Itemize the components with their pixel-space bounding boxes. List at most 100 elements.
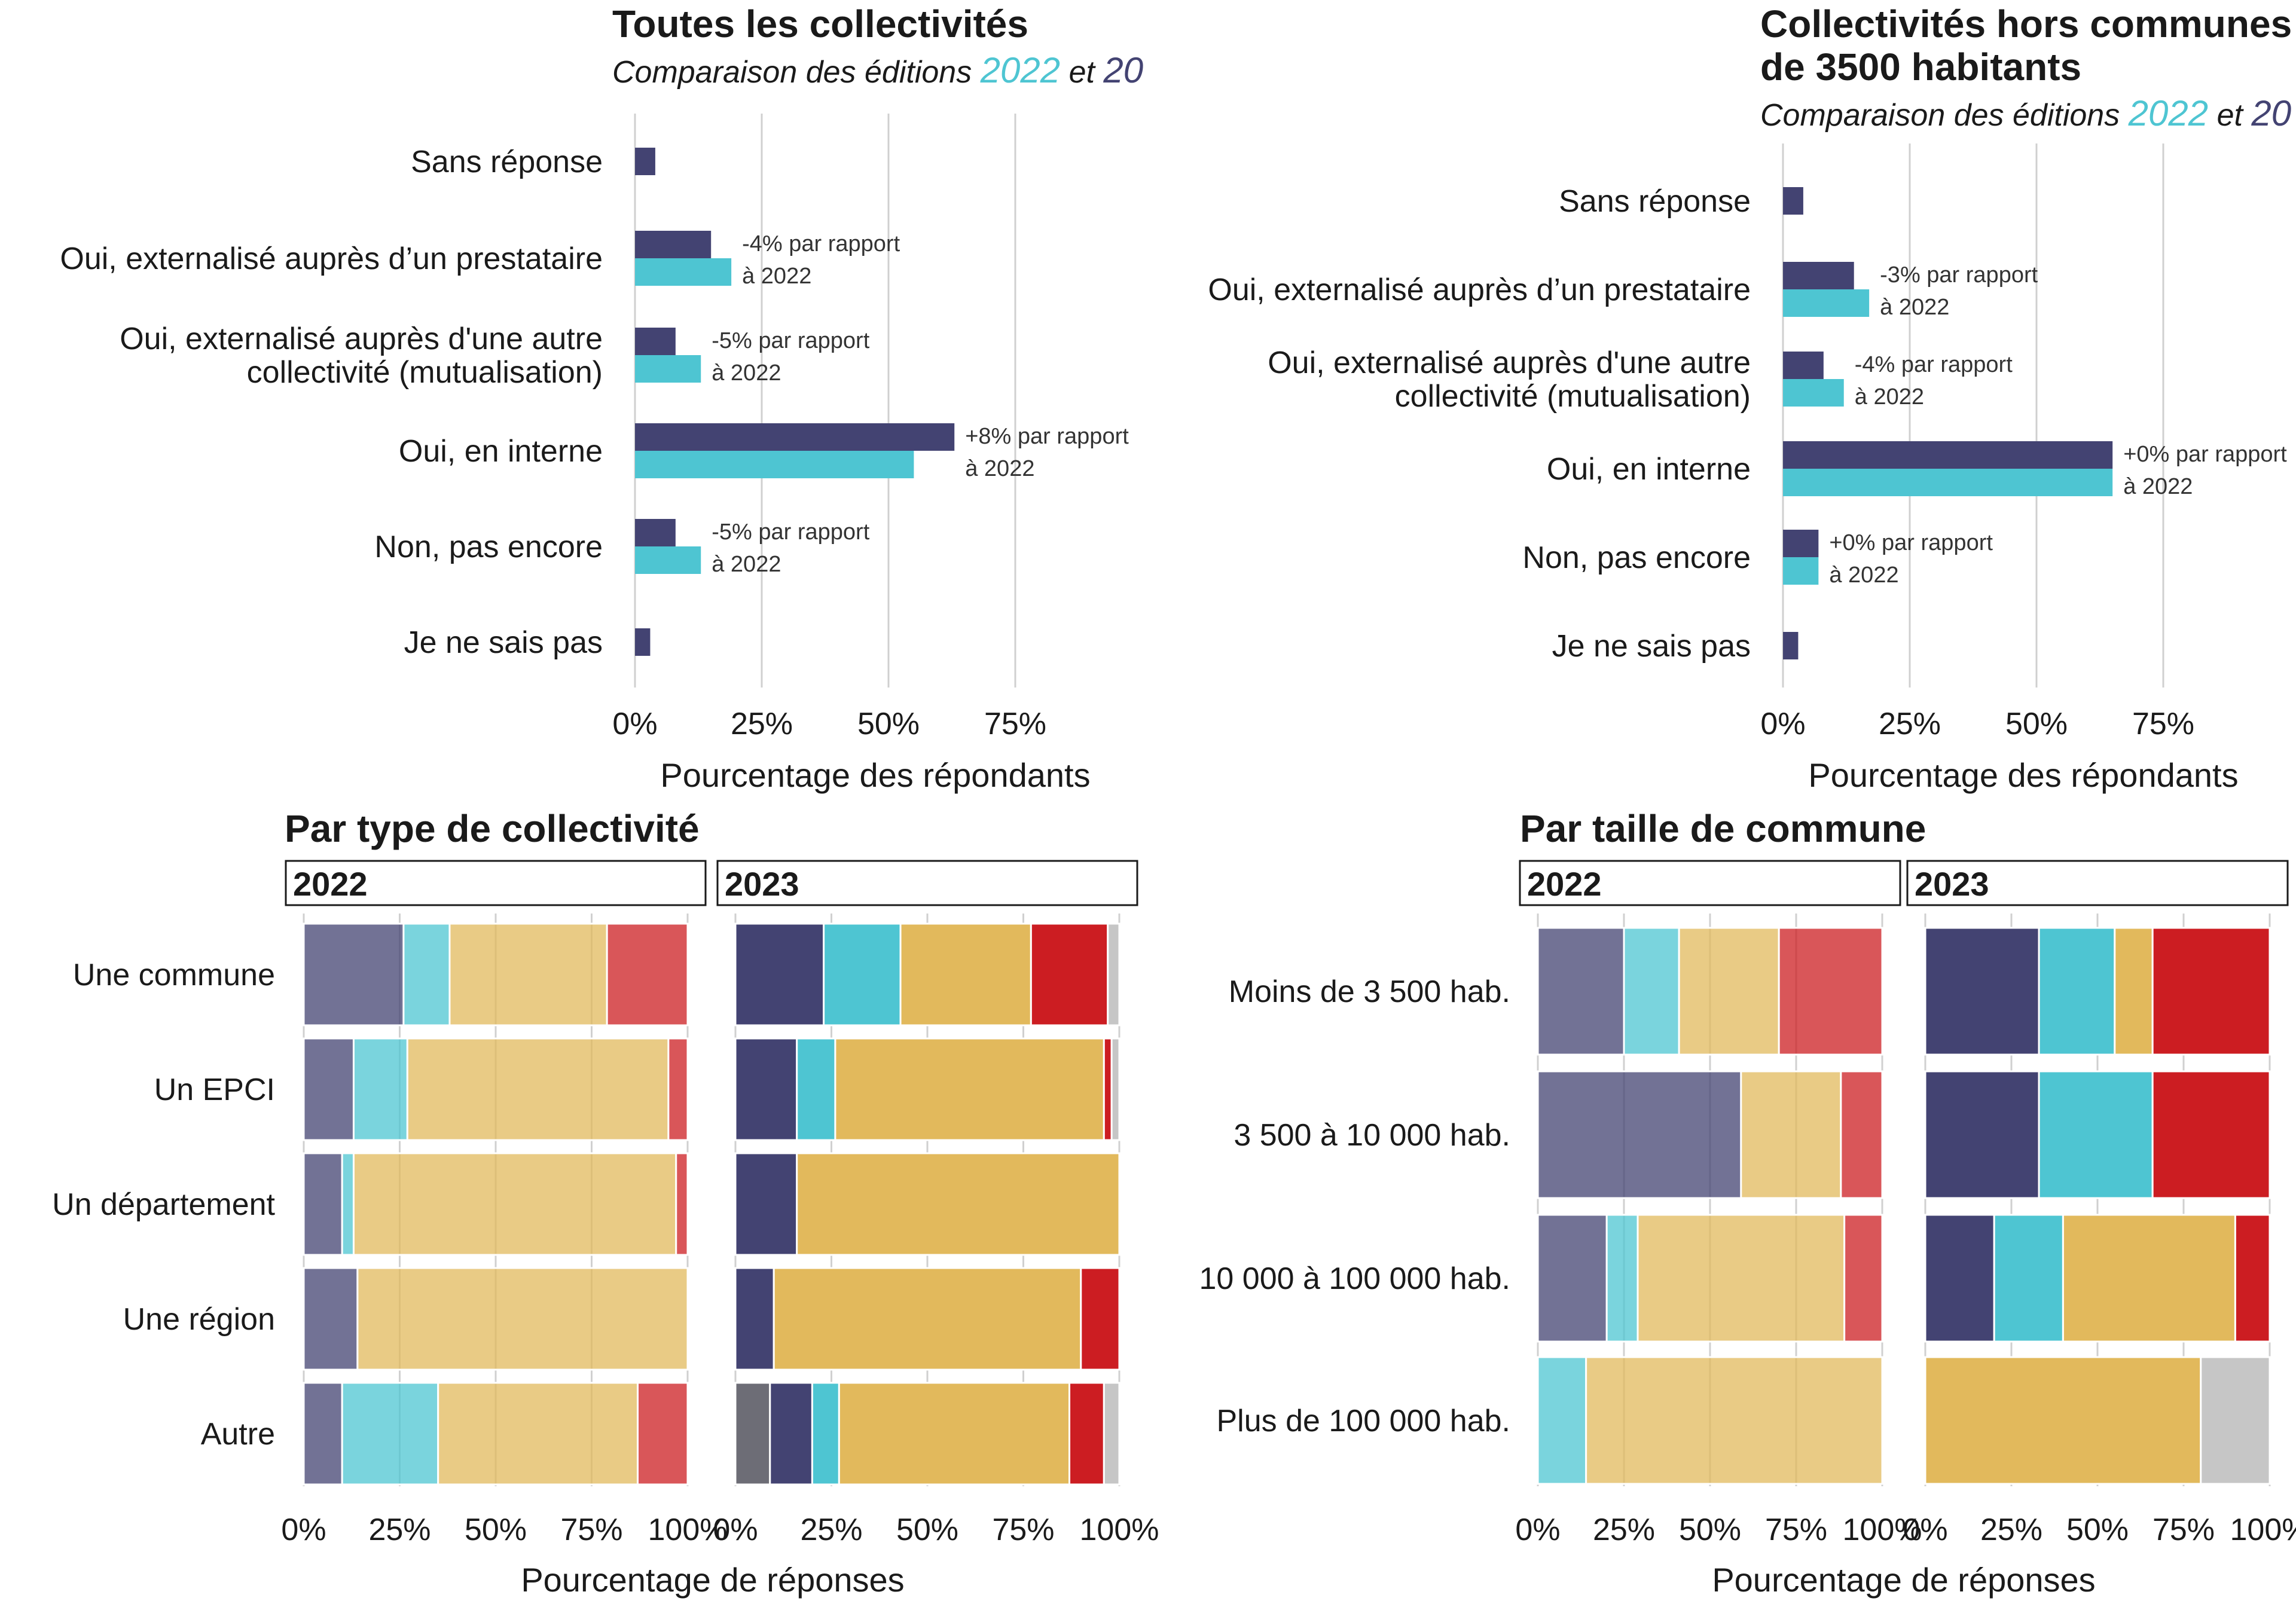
bar-segment [796, 1037, 836, 1141]
category-label: Non, pas encore [374, 530, 603, 564]
facet-label: 2023 [725, 865, 799, 903]
category-label: 10 000 à 100 000 hab. [1199, 1261, 1510, 1296]
subtitle-part: Comparaison des éditions [1760, 98, 2129, 133]
bar-segment [2038, 927, 2116, 1056]
category-label: Une commune [73, 958, 275, 992]
bar-2022 [1783, 469, 2113, 496]
x-tick-label: 25% [368, 1513, 430, 1547]
subtitle-part: 2022 [980, 50, 1060, 90]
bar-segment [1843, 1214, 1883, 1343]
bar-2022 [635, 258, 732, 286]
bar-annotation: à 2022 [2123, 474, 2193, 499]
x-tick-label: 0% [713, 1513, 758, 1547]
stacked-chart-1: Par taille de commune 2022 0% 25% 50% 75% 100%… [1199, 807, 2296, 1599]
bar-segment [734, 1152, 798, 1256]
bar-segment [1924, 927, 2040, 1056]
chart-subtitle: Comparaison des éditions 2022 et 20 [612, 50, 1143, 90]
facet-strip [1906, 860, 2289, 906]
category-label: Je ne sais pas [1552, 629, 1751, 664]
x-axis-label: Pourcentage de réponses [1712, 1561, 2095, 1599]
x-axis-label: Pourcentage de réponses [521, 1561, 904, 1599]
bar-segment [356, 1267, 689, 1371]
bar-segment [899, 922, 1032, 1026]
bar-segment [352, 1152, 677, 1256]
x-tick-label: 25% [731, 707, 793, 741]
bar-segment [1068, 1382, 1105, 1486]
x-tick-label: 75% [2132, 707, 2194, 741]
bar-2022 [1783, 379, 1844, 407]
bar-annotation: -3% par rapport [1880, 262, 2038, 288]
x-tick-label: 0% [612, 707, 657, 741]
bar-annotation: à 2022 [742, 264, 811, 289]
x-tick-label: 50% [1679, 1513, 1741, 1547]
bar-segment [1537, 1356, 1587, 1485]
category-label: Oui, externalisé auprès d'une autre [1268, 346, 1751, 380]
bar-segment [1993, 1214, 2064, 1343]
stacked-chart-0: Par type de collectivité 2022 0% 25% 50% 75% 1… [52, 807, 1159, 1599]
subtitle-part: 20 [1103, 50, 1143, 90]
bar-segment [1678, 927, 1780, 1056]
bar-segment [437, 1382, 639, 1486]
bar-segment [2151, 1070, 2271, 1199]
bar-segment [796, 1152, 1120, 1256]
bar-segment [406, 1037, 670, 1141]
bar-segment [675, 1152, 689, 1256]
bar-segment [823, 922, 902, 1026]
facet-label: 2022 [293, 865, 368, 903]
bar-segment [1924, 1356, 2202, 1485]
category-label: Sans réponse [411, 145, 603, 179]
x-tick-label: 50% [857, 707, 920, 741]
bar-2022 [1783, 289, 1870, 317]
x-tick-label: 75% [984, 707, 1046, 741]
bar-annotation: à 2022 [1855, 384, 1924, 410]
bar-segment [352, 1037, 408, 1141]
category-label: 3 500 à 10 000 hab. [1234, 1118, 1510, 1153]
category-label: Non, pas encore [1522, 540, 1751, 575]
x-tick-label: 25% [1980, 1513, 2042, 1547]
category-label: Oui, externalisé auprès d’un prestataire [60, 242, 603, 276]
chart-title: Toutes les collectivités [612, 2, 1028, 45]
bar-segment [734, 1037, 798, 1141]
bar-segment [838, 1382, 1071, 1486]
bar-segment [303, 922, 405, 1026]
bar-annotation: -5% par rapport [712, 520, 869, 545]
x-tick-label: 100% [2230, 1513, 2296, 1547]
x-tick-label: 50% [896, 1513, 958, 1547]
bar-segment [769, 1382, 813, 1486]
facet-strip [716, 860, 1138, 906]
subtitle-part: et [1060, 55, 1103, 90]
bar-segment [448, 922, 608, 1026]
facet-strip [1519, 860, 1901, 906]
bar-annotation: -4% par rapport [742, 231, 900, 256]
bar-2022 [1783, 557, 1819, 585]
x-axis-label: Pourcentage des répondants [1808, 756, 2238, 794]
bar-2023 [1783, 530, 1819, 557]
x-tick-label: 100% [648, 1513, 728, 1547]
bar-2023 [635, 148, 655, 175]
bar-2023 [1783, 352, 1824, 379]
chart-title: Par taille de commune [1520, 807, 1926, 850]
bar-segment [1623, 927, 1680, 1056]
chart-title: Par type de collectivité [285, 807, 700, 850]
bar-segment [303, 1382, 343, 1486]
bar-segment [637, 1382, 689, 1486]
chart-title: Collectivités hors communes [1760, 2, 2292, 45]
chart-subtitle: Comparaison des éditions 2022 et 20 [1760, 93, 2291, 133]
bar-annotation: à 2022 [965, 456, 1034, 481]
category-label: Oui, externalisé auprès d'une autre [120, 322, 603, 356]
category-label: collectivité (mutualisation) [1395, 379, 1751, 414]
bar-segment [1740, 1070, 1842, 1199]
bar-2023 [1783, 632, 1799, 659]
facet-label: 2022 [1527, 865, 1602, 903]
x-axis-label: Pourcentage des répondants [660, 756, 1090, 794]
x-tick-label: 75% [1765, 1513, 1827, 1547]
category-label: Sans réponse [1559, 184, 1751, 219]
bar-annotation: +8% par rapport [965, 424, 1129, 449]
bar-2023 [1783, 262, 1854, 289]
bar-segment [606, 922, 689, 1026]
bar-segment [303, 1037, 355, 1141]
bar-segment [1110, 1037, 1120, 1141]
category-label: Je ne sais pas [404, 625, 603, 660]
